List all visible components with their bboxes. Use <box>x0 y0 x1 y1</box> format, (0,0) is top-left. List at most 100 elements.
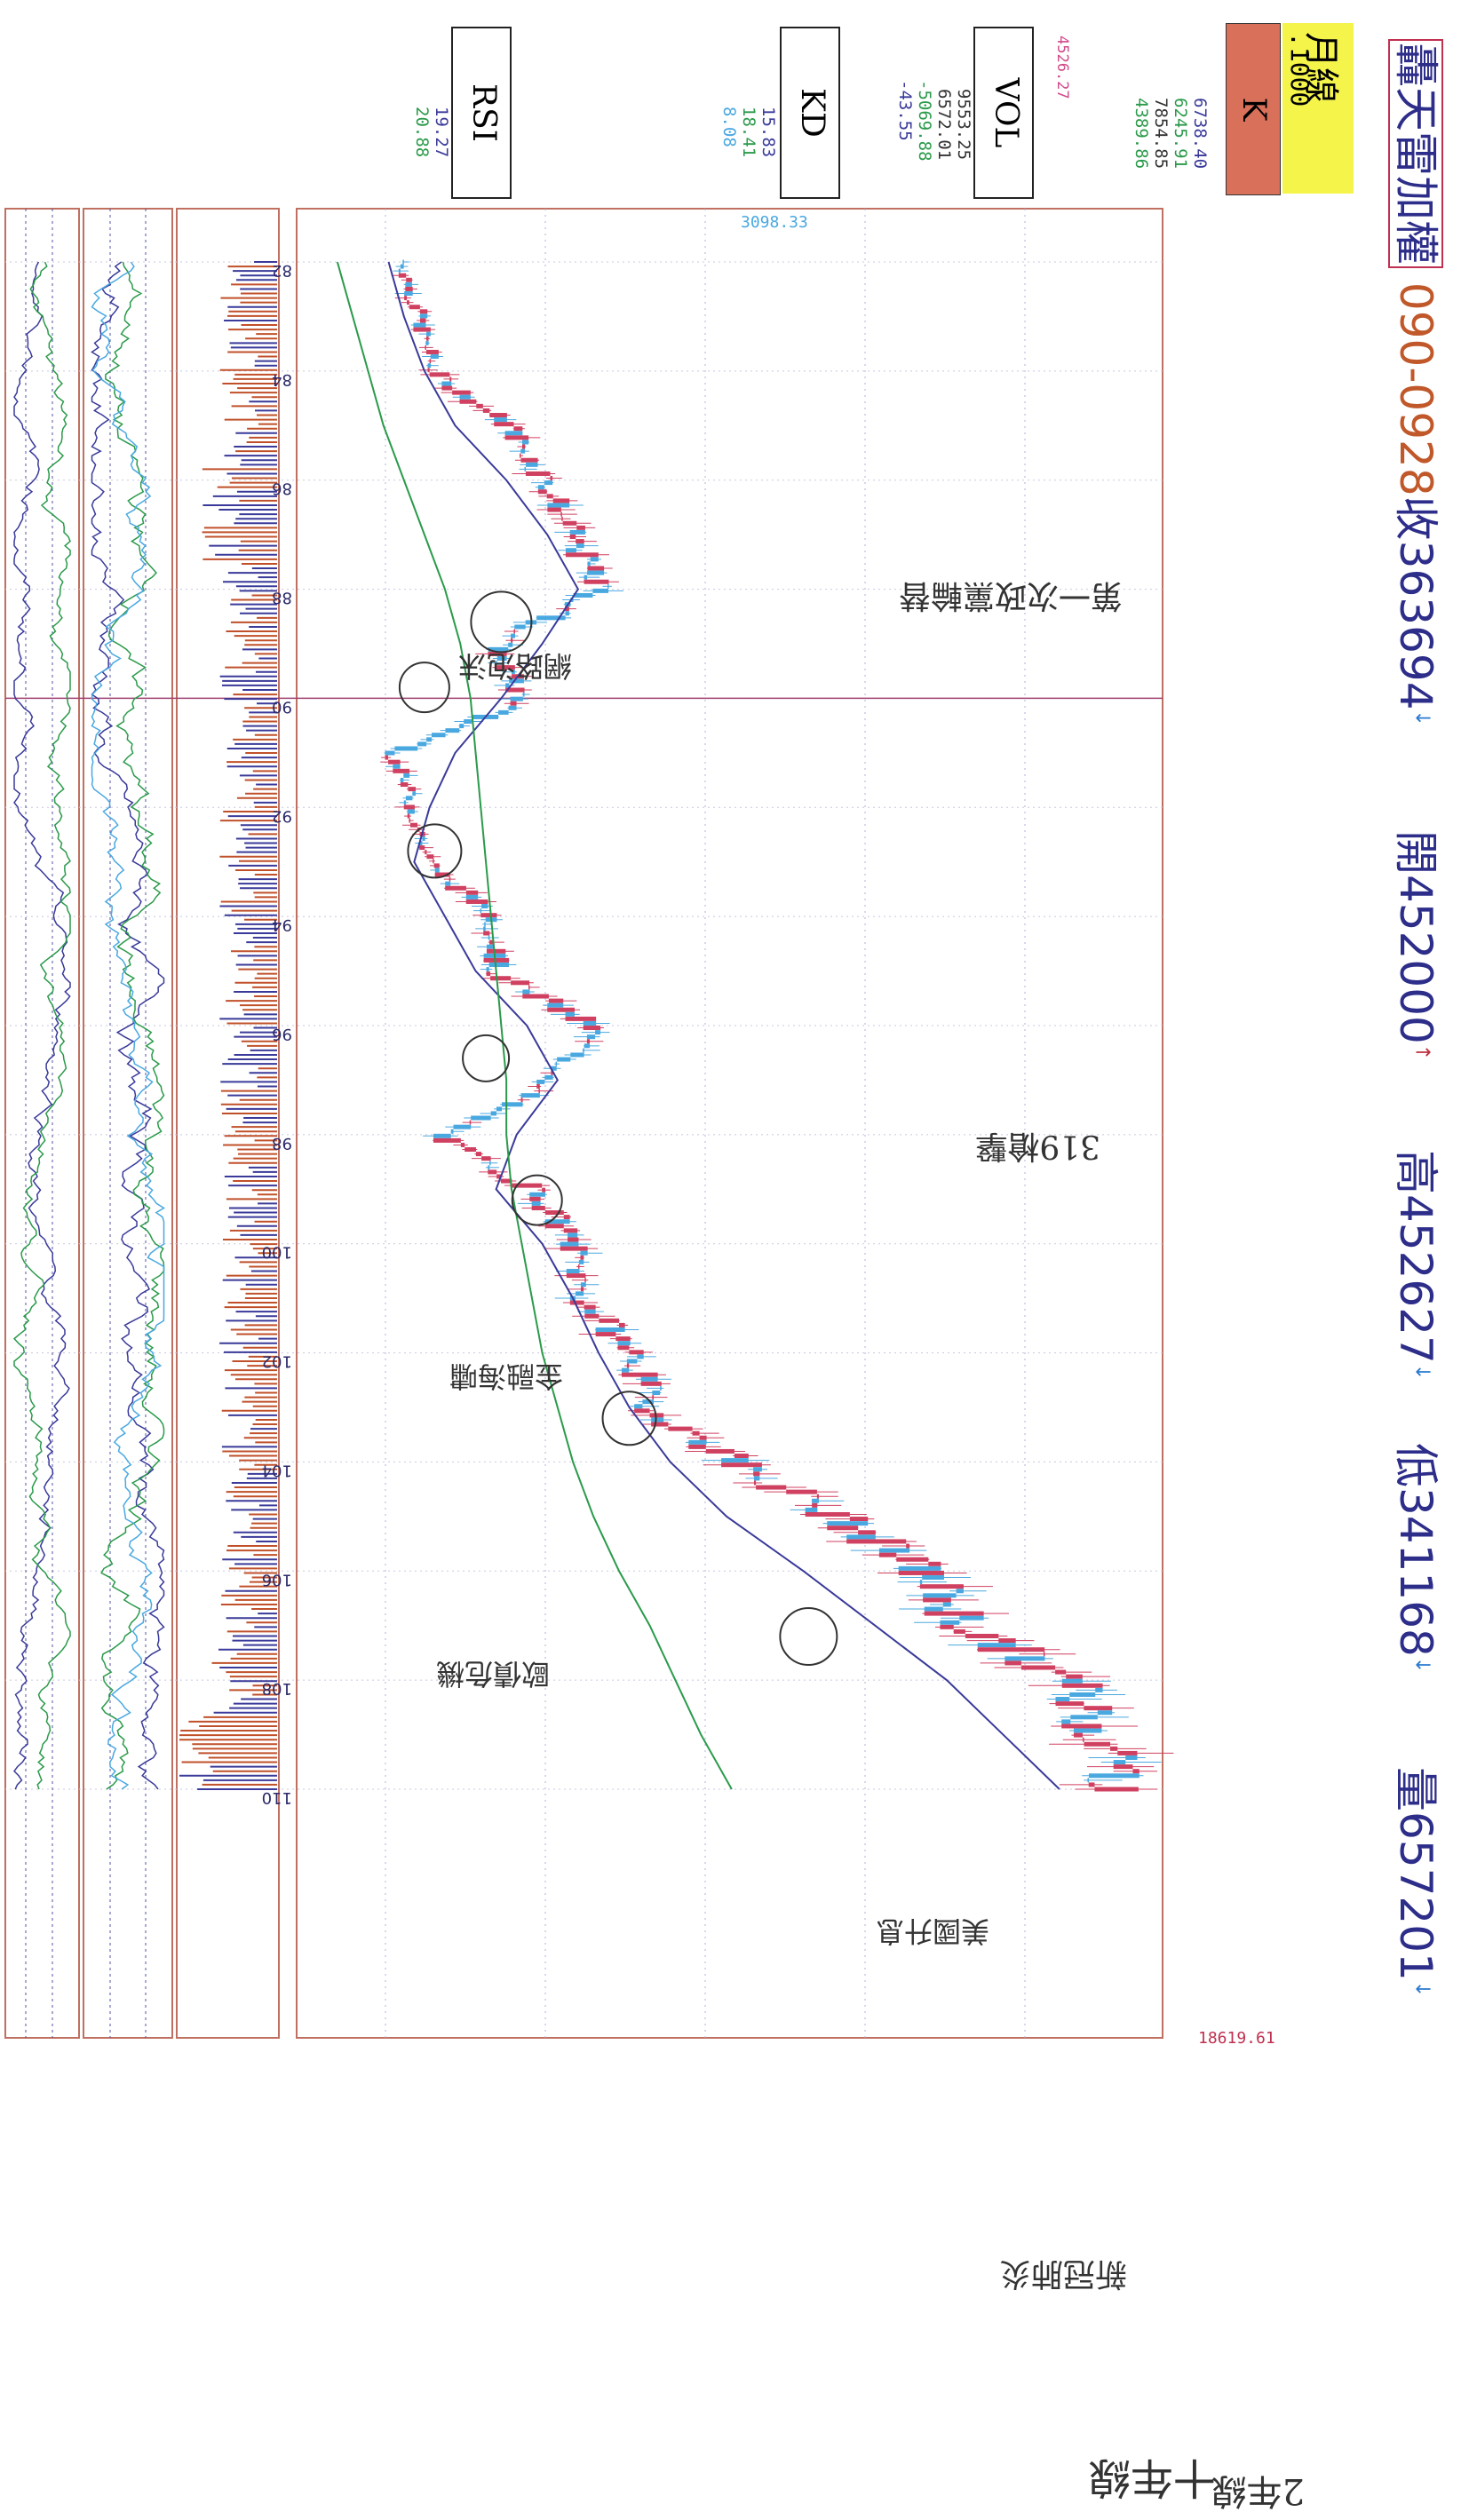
candle-62 <box>576 539 584 544</box>
candle-238 <box>595 1332 616 1337</box>
candle-181 <box>544 1074 553 1080</box>
candle-69 <box>587 570 605 575</box>
candle-10 <box>409 305 420 310</box>
candle-330 <box>1110 1746 1118 1751</box>
candle-81 <box>514 624 526 630</box>
candle-288 <box>896 1557 929 1562</box>
candle-267 <box>721 1462 762 1468</box>
candle-308 <box>977 1647 1045 1652</box>
candle-262 <box>688 1439 707 1445</box>
candle-142 <box>465 899 488 904</box>
candle-119 <box>405 796 413 801</box>
candle-118 <box>412 791 417 796</box>
candle-63 <box>576 543 584 549</box>
candle-23 <box>427 363 432 368</box>
candle-172 <box>586 1034 596 1040</box>
candle-195 <box>433 1137 461 1143</box>
candle-167 <box>565 1011 575 1017</box>
kd-line-0 <box>91 261 165 1790</box>
candle-42 <box>520 448 526 454</box>
candle-206 <box>542 1187 545 1193</box>
candle-215 <box>563 1228 578 1233</box>
candle-58 <box>562 520 577 526</box>
annotation-event-6: 美國升息 <box>875 1914 989 1948</box>
candle-145 <box>480 913 497 918</box>
candle-223 <box>577 1264 580 1269</box>
candle-110 <box>385 755 389 760</box>
candle-170 <box>583 1026 601 1031</box>
candle-186 <box>520 1098 523 1103</box>
volume-bars <box>179 261 277 1790</box>
candle-276 <box>812 1502 818 1508</box>
candle-28 <box>441 385 453 391</box>
event-circle-5 <box>601 1391 657 1446</box>
candle-242 <box>629 1350 644 1355</box>
candle-254 <box>634 1404 643 1409</box>
candle-295 <box>956 1589 964 1594</box>
candle-291 <box>898 1570 944 1575</box>
kd-line-1 <box>100 261 165 1790</box>
candle-333 <box>1113 1760 1126 1765</box>
event-circle-6 <box>779 1607 838 1666</box>
candle-239 <box>615 1336 631 1342</box>
candle-289 <box>928 1561 941 1566</box>
candle-67 <box>587 561 591 567</box>
candle-34 <box>489 413 507 418</box>
candle-202 <box>488 1169 497 1175</box>
candle-218 <box>560 1241 579 1247</box>
candle-36 <box>494 422 514 427</box>
candle-137 <box>449 876 451 882</box>
candle-39 <box>504 435 529 440</box>
candle-245 <box>626 1363 630 1368</box>
kd-lines <box>91 261 165 1790</box>
candle-25 <box>429 372 450 377</box>
candle-251 <box>652 1391 661 1396</box>
candle-211 <box>544 1210 564 1216</box>
chart-svg: 82 84 86 88 90 92 94 96 98 100 102 104 106 108 110 <box>4 208 1174 2039</box>
candle-173 <box>586 1039 591 1044</box>
annotation-2yr-line: 2年線 <box>1211 2470 1305 2511</box>
candle-250 <box>660 1385 662 1391</box>
candle-32 <box>476 403 483 408</box>
ma-line-1 <box>336 261 733 1790</box>
candle-27 <box>441 381 452 386</box>
year-tick-106: 106 <box>262 1570 292 1589</box>
candle-3 <box>398 273 407 278</box>
event-circle-4 <box>511 1174 563 1226</box>
candle-319 <box>1055 1697 1070 1702</box>
candle-43 <box>519 453 521 458</box>
candle-189 <box>490 1111 497 1116</box>
year-tick-82: 82 <box>272 261 292 280</box>
candle-237 <box>595 1327 625 1332</box>
annotation-10yr-line: 十年線 <box>1087 2453 1216 2502</box>
candle-56 <box>560 511 562 517</box>
candle-275 <box>812 1498 819 1503</box>
rsi-line-0 <box>13 261 71 1790</box>
candle-169 <box>583 1020 597 1026</box>
candle-300 <box>924 1611 984 1616</box>
candle-112 <box>393 764 401 769</box>
candle-301 <box>959 1615 984 1621</box>
candle-163 <box>522 994 549 999</box>
k-candles <box>380 259 1174 1792</box>
candle-103 <box>459 724 465 729</box>
candle-199 <box>481 1156 491 1161</box>
candle-105 <box>431 733 446 738</box>
candle-226 <box>584 1278 586 1283</box>
candle-102 <box>464 719 472 725</box>
candle-187 <box>502 1102 523 1107</box>
candle-91 <box>512 670 515 675</box>
candle-219 <box>560 1246 588 1251</box>
candle-157 <box>486 967 489 972</box>
candle-174 <box>584 1043 591 1049</box>
candle-299 <box>924 1606 943 1612</box>
candle-220 <box>580 1250 588 1256</box>
candle-293 <box>919 1580 923 1585</box>
year-tick-108: 108 <box>262 1679 292 1698</box>
candle-324 <box>1061 1719 1071 1724</box>
candle-177 <box>557 1057 571 1062</box>
candle-144 <box>480 908 482 914</box>
candle-328 <box>1082 1737 1084 1742</box>
candle-85 <box>508 642 513 647</box>
candle-37 <box>513 426 523 432</box>
